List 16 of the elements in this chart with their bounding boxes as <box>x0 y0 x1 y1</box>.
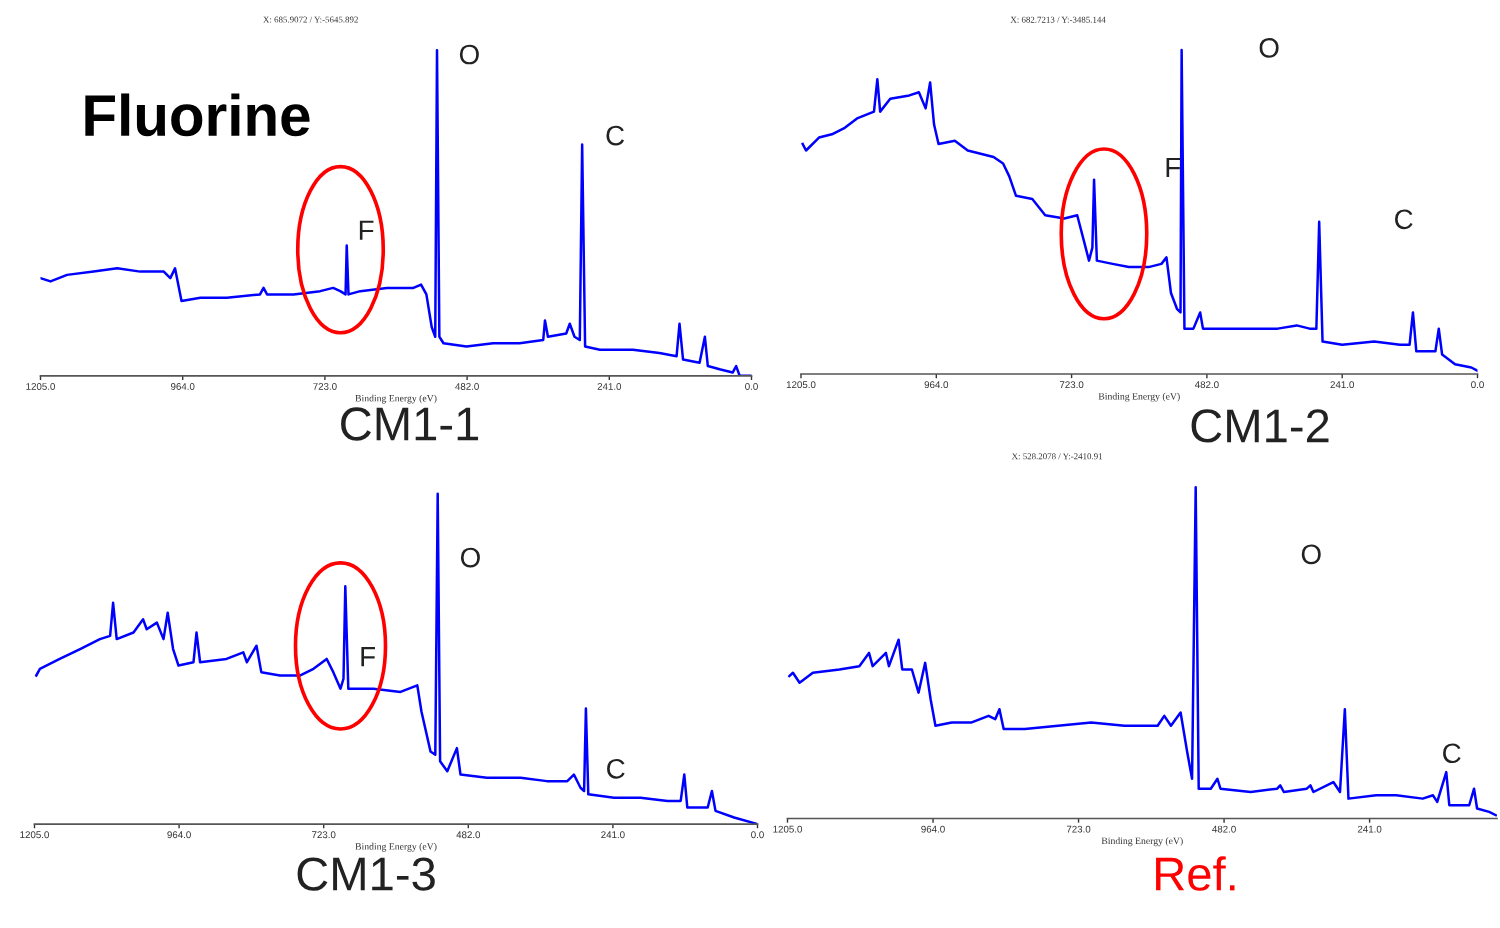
annotation: F <box>1166 157 1181 177</box>
text: CM1-2 <box>1191 409 1329 443</box>
text: Fluorine <box>85 93 310 137</box>
annotation: O <box>460 547 480 568</box>
text: CM1-3 <box>297 857 435 891</box>
annotation: C <box>1443 743 1461 764</box>
annotation: O <box>459 44 479 65</box>
annotation: O <box>1301 544 1321 565</box>
annotation: O <box>1259 38 1279 58</box>
annotation: F <box>361 647 375 667</box>
annotation: C <box>606 125 625 146</box>
annotation: C <box>607 758 625 779</box>
text: Ref. <box>1156 856 1235 891</box>
text: CM1-1 <box>341 407 479 441</box>
annotation: C <box>1395 209 1413 230</box>
annotation: F <box>359 220 374 240</box>
